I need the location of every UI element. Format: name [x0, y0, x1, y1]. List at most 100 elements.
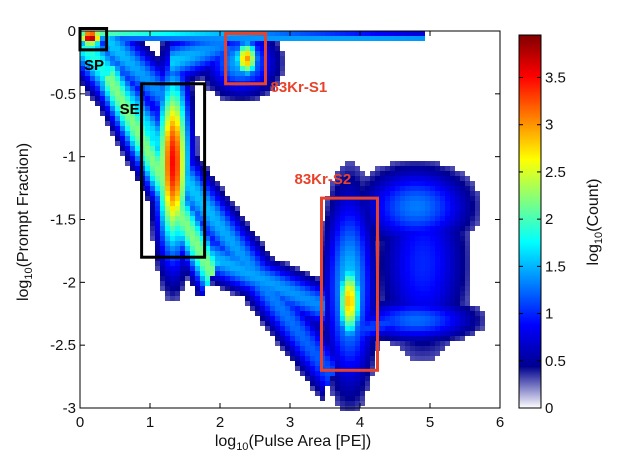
heatmap-cell — [175, 201, 180, 206]
heatmap-cell — [205, 51, 210, 56]
heatmap-cell — [390, 256, 395, 261]
heatmap-cell — [110, 66, 115, 71]
heatmap-cell — [95, 91, 100, 96]
heatmap-cell — [340, 331, 345, 336]
heatmap-cell — [440, 236, 445, 241]
heatmap-cell — [160, 246, 165, 251]
heatmap-cell — [370, 31, 375, 36]
heatmap-cell — [310, 346, 315, 351]
heatmap-cell — [415, 171, 420, 176]
heatmap-cell — [240, 291, 245, 296]
heatmap-cell — [445, 316, 450, 321]
heatmap-cell — [160, 236, 165, 241]
heatmap-cell — [225, 286, 230, 291]
heatmap-cell — [270, 306, 275, 311]
heatmap-cell — [360, 171, 365, 176]
heatmap-cell — [245, 66, 250, 71]
heatmap-cell — [415, 296, 420, 301]
heatmap-cell — [200, 66, 205, 71]
heatmap-cell — [340, 246, 345, 251]
heatmap-cell — [440, 171, 445, 176]
heatmap-cell — [210, 231, 215, 236]
heatmap-cell — [260, 241, 265, 246]
heatmap-cell — [390, 321, 395, 326]
heatmap-cell — [420, 316, 425, 321]
heatmap-cell — [460, 281, 465, 286]
heatmap-cell — [405, 186, 410, 191]
heatmap-cell — [160, 181, 165, 186]
heatmap-cell — [170, 236, 175, 241]
heatmap-cell — [150, 91, 155, 96]
heatmap-cell — [360, 31, 365, 36]
heatmap-cell — [345, 326, 350, 331]
heatmap-cell — [345, 201, 350, 206]
heatmap-cell — [170, 201, 175, 206]
heatmap-cell — [300, 316, 305, 321]
heatmap-cell — [385, 201, 390, 206]
heatmap-cell — [315, 31, 320, 36]
heatmap-cell — [335, 256, 340, 261]
heatmap-cell — [195, 211, 200, 216]
heatmap-cell — [405, 36, 410, 41]
heatmap-cell — [115, 81, 120, 86]
heatmap-cell — [290, 321, 295, 326]
heatmap-cell — [200, 286, 205, 291]
heatmap-cell — [210, 81, 215, 86]
heatmap-cell — [420, 206, 425, 211]
heatmap-cell — [150, 31, 155, 36]
heatmap-cell — [380, 171, 385, 176]
heatmap-cell — [445, 281, 450, 286]
heatmap-cell — [390, 166, 395, 171]
heatmap-cell — [305, 311, 310, 316]
heatmap-cell — [385, 191, 390, 196]
heatmap-cell — [200, 71, 205, 76]
heatmap-cell — [475, 206, 480, 211]
heatmap-cell — [400, 196, 405, 201]
heatmap-cell — [340, 311, 345, 316]
heatmap-cell — [450, 196, 455, 201]
heatmap-cell — [405, 321, 410, 326]
heatmap-cell — [255, 241, 260, 246]
heatmap-cell — [170, 271, 175, 276]
heatmap-cell — [390, 306, 395, 311]
heatmap-cell — [445, 261, 450, 266]
heatmap-cell — [315, 361, 320, 366]
heatmap-cell — [275, 71, 280, 76]
heatmap-cell — [160, 61, 165, 66]
heatmap-cell — [460, 191, 465, 196]
heatmap-cell — [430, 291, 435, 296]
heatmap-cell — [245, 266, 250, 271]
heatmap-cell — [340, 211, 345, 216]
heatmap-cell — [175, 171, 180, 176]
heatmap-cell — [355, 221, 360, 226]
heatmap-cell — [295, 356, 300, 361]
heatmap-cell — [175, 131, 180, 136]
heatmap-cell — [150, 96, 155, 101]
heatmap-cell — [455, 276, 460, 281]
heatmap-cell — [95, 101, 100, 106]
heatmap-cell — [185, 101, 190, 106]
heatmap-cell — [395, 246, 400, 251]
heatmap-cell — [110, 131, 115, 136]
heatmap-cell — [340, 346, 345, 351]
heatmap-cell — [210, 86, 215, 91]
heatmap-cell — [360, 231, 365, 236]
heatmap-cell — [400, 246, 405, 251]
heatmap-cell — [365, 326, 370, 331]
heatmap-cell — [360, 381, 365, 386]
heatmap-cell — [310, 36, 315, 41]
heatmap-cell — [285, 281, 290, 286]
heatmap-cell — [110, 71, 115, 76]
heatmap-cell — [330, 376, 335, 381]
heatmap-cell — [355, 171, 360, 176]
heatmap-cell — [370, 36, 375, 41]
heatmap-cell — [265, 296, 270, 301]
heatmap-cell — [330, 211, 335, 216]
heatmap-cell — [355, 186, 360, 191]
heatmap-cell — [125, 66, 130, 71]
heatmap-cell — [450, 251, 455, 256]
heatmap-cell — [365, 241, 370, 246]
heatmap-cell — [415, 191, 420, 196]
heatmap-cell — [320, 396, 325, 401]
heatmap-cell — [145, 106, 150, 111]
